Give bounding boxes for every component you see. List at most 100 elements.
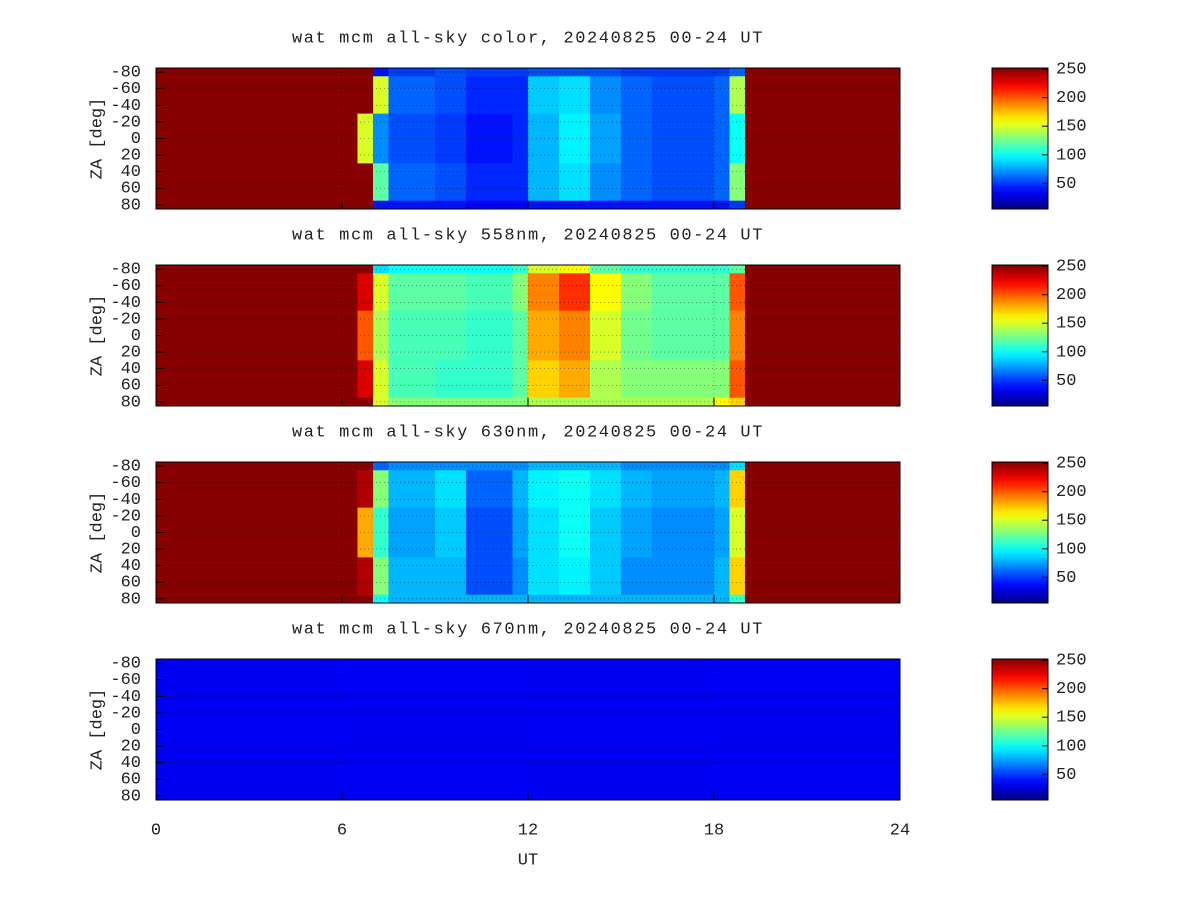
heatmap-cell — [357, 470, 374, 509]
heatmap-cell — [466, 557, 513, 596]
heatmap-cell — [714, 273, 730, 312]
y-tick-label: -60 — [110, 277, 141, 296]
heatmap-cell — [729, 163, 746, 202]
y-tick-label: -80 — [110, 458, 141, 477]
heatmap-cell — [729, 200, 746, 210]
y-tick-label: 80 — [121, 393, 141, 412]
y-tick-label: -20 — [110, 310, 141, 329]
heatmap-cell — [435, 113, 467, 164]
colorbar — [991, 67, 1049, 210]
heatmap-cell — [745, 360, 761, 399]
heatmap-cell — [435, 397, 467, 407]
heatmap-cell — [435, 273, 467, 312]
colorbar-tick-label: 150 — [1056, 118, 1087, 137]
colorbar-tick-label: 100 — [1056, 540, 1087, 559]
heatmap-cell — [156, 76, 358, 115]
heatmap-cell — [528, 76, 560, 115]
heatmap-cell — [435, 310, 467, 361]
heatmap-cell — [559, 397, 591, 407]
heatmap-cell — [528, 659, 715, 706]
heatmap-cell — [714, 462, 730, 471]
y-tick-label: 20 — [121, 147, 141, 166]
heatmap-cell — [745, 163, 761, 202]
heatmap-cell — [760, 265, 901, 274]
y-axis-label: ZA [deg] — [88, 492, 107, 574]
heatmap-cell — [528, 462, 560, 471]
x-tick-label: 12 — [518, 821, 538, 840]
heatmap-cell — [156, 659, 343, 706]
heatmap-cell — [466, 68, 513, 77]
heatmap-cell — [559, 76, 591, 115]
heatmap-cell — [156, 470, 358, 509]
heatmap-cell — [714, 360, 730, 399]
heatmap-cell — [652, 265, 715, 274]
heatmap-cell — [373, 76, 389, 115]
heatmap-cell — [435, 163, 467, 202]
y-tick-label: -40 — [110, 294, 141, 313]
heatmap-cell — [466, 397, 513, 407]
y-tick-label: 80 — [121, 590, 141, 609]
y-tick-label: 40 — [121, 754, 141, 773]
heatmap-cell — [714, 594, 730, 604]
y-tick-label: 0 — [131, 721, 141, 740]
heatmap-cell — [528, 265, 560, 274]
heatmap-cell — [156, 704, 343, 755]
heatmap-cell — [652, 113, 715, 164]
y-tick-label: 80 — [121, 196, 141, 215]
heatmap-cell — [621, 557, 653, 596]
heatmap-cell — [388, 470, 436, 509]
heatmap-cell — [714, 754, 901, 801]
heatmap-cell — [466, 113, 513, 164]
heatmap-cell — [512, 470, 529, 509]
y-tick-label: 60 — [121, 574, 141, 593]
heatmap-cell — [357, 265, 374, 274]
y-tick-label: -20 — [110, 113, 141, 132]
heatmap-cell — [528, 594, 560, 604]
heatmap-cell — [590, 397, 622, 407]
y-tick-label: -60 — [110, 80, 141, 99]
heatmap-cell — [559, 470, 591, 509]
colorbar-tick-label: 250 — [1056, 61, 1087, 80]
heatmap-cell — [559, 557, 591, 596]
heatmap-cell — [559, 113, 591, 164]
colorbar-tick-label: 50 — [1056, 372, 1076, 391]
heatmap-cell — [559, 594, 591, 604]
heatmap-cell — [435, 68, 467, 77]
heatmap-cell — [466, 310, 513, 361]
heatmap-cell — [435, 470, 467, 509]
heatmap-cell — [760, 397, 901, 407]
heatmap-cell — [621, 163, 653, 202]
heatmap-cell — [760, 462, 901, 471]
y-tick-label: -80 — [110, 655, 141, 674]
x-tick-label: 0 — [151, 821, 161, 840]
heatmap-cell — [528, 704, 715, 755]
heatmap-cell — [435, 265, 467, 274]
x-axis-label: UT — [518, 851, 538, 870]
y-tick-label: 60 — [121, 377, 141, 396]
heatmap-cell — [590, 462, 622, 471]
heatmap-cell — [590, 470, 622, 509]
colorbar-tick-label: 150 — [1056, 512, 1087, 531]
heatmap-cell — [466, 594, 513, 604]
heatmap-cell — [652, 310, 715, 361]
heatmap-cell — [512, 360, 529, 399]
y-tick-label: 40 — [121, 163, 141, 182]
x-tick-label: 24 — [890, 821, 910, 840]
heatmap-cell — [729, 397, 746, 407]
heatmap-cell — [373, 163, 389, 202]
heatmap-cell — [528, 470, 560, 509]
heatmap-cell — [714, 200, 730, 210]
heatmap-cell — [373, 273, 389, 312]
y-tick-label: -80 — [110, 64, 141, 83]
y-axis-label: ZA [deg] — [88, 295, 107, 377]
heatmap-cell — [729, 113, 746, 164]
heatmap-cell — [760, 76, 901, 115]
heatmap-cell — [466, 163, 513, 202]
colorbar-tick-label: 50 — [1056, 569, 1076, 588]
heatmap-cell — [559, 200, 591, 210]
heatmap-cell — [528, 68, 560, 77]
heatmap-cell — [652, 360, 715, 399]
y-tick-label: -40 — [110, 688, 141, 707]
heatmap-cell — [590, 273, 622, 312]
heatmap-cell — [435, 200, 467, 210]
